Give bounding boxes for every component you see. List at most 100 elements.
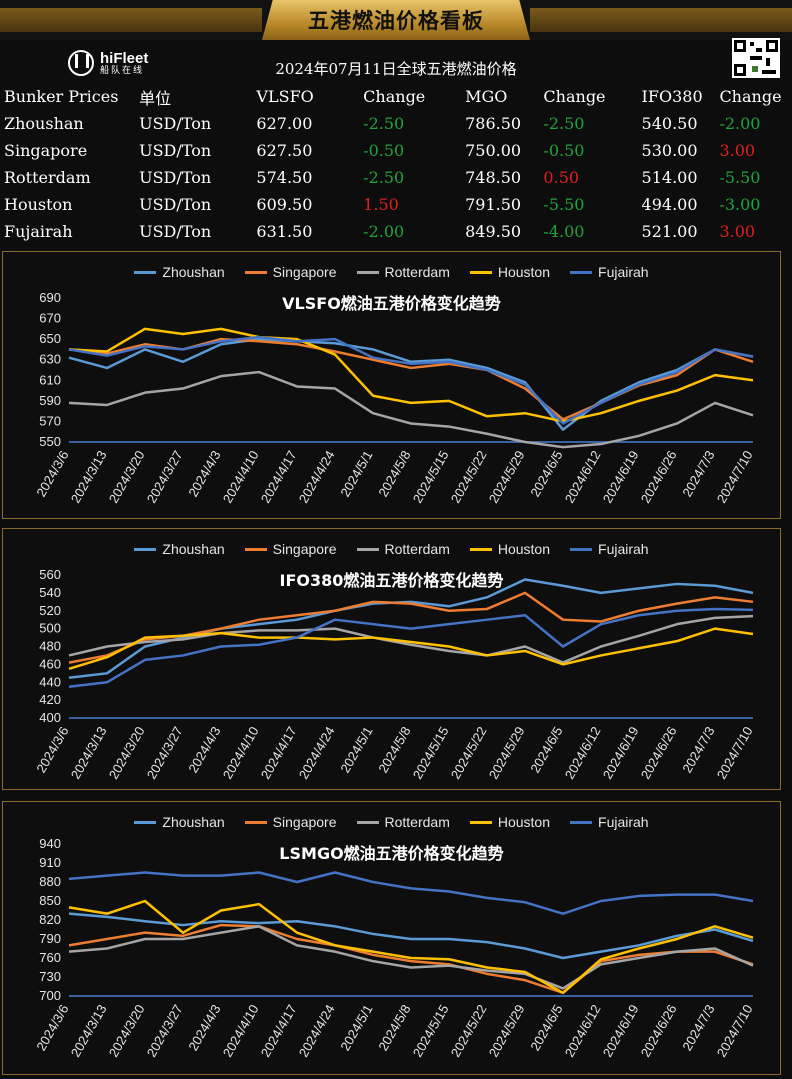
- legend-swatch: [134, 820, 157, 824]
- chart-legend: Zhoushan Singapore Rotterdam Houston Fujaira…: [3, 264, 780, 280]
- cell-vlsfo-chg: -0.50: [363, 141, 405, 160]
- table-row: Singapore USD/Ton 627.50 -0.50 750.00 -0.50 53…: [0, 137, 792, 164]
- cell-ifo-chg: 3.00: [719, 222, 756, 241]
- x-tick-label: 2024/4/10: [220, 448, 262, 506]
- hifleet-logo-icon: [68, 50, 94, 76]
- vlsfo-chart: 550 570 590 610 630 650 670 690 2024/3/62024/3/1…: [33, 290, 755, 506]
- x-tick-label: 2024/7/10: [714, 1002, 756, 1060]
- x-tick-label: 2024/5/29: [486, 448, 528, 506]
- x-tick-label: 2024/3/13: [68, 1002, 110, 1060]
- cell-ifo-chg: -3.00: [719, 195, 761, 214]
- table-row: Zhoushan USD/Ton 627.00 -2.50 786.50 -2.50 540…: [0, 110, 792, 137]
- date-title: 2024年07月11日全球五港燃油价格: [275, 60, 517, 78]
- y-tick-label: 820: [39, 912, 61, 927]
- cell-ifo-chg: -2.00: [719, 114, 761, 133]
- legend-label: Singapore: [272, 264, 337, 280]
- x-tick-label: 2024/6/26: [638, 1002, 680, 1060]
- x-tick-label: 2024/7/3: [679, 1002, 717, 1053]
- x-tick-label: 2024/5/29: [486, 724, 528, 782]
- cell-vlsfo-chg: -2.50: [363, 168, 405, 187]
- x-tick-label: 2024/3/13: [68, 724, 110, 782]
- y-tick-label: 500: [39, 621, 61, 636]
- y-tick-label: 790: [39, 931, 61, 946]
- x-tick-label: 2024/4/10: [220, 724, 262, 782]
- col-header: Change: [363, 87, 426, 106]
- legend-item: Fujairah: [570, 814, 649, 830]
- logo-brand: hiFleet: [100, 49, 149, 67]
- x-tick-label: 2024/6/12: [562, 1002, 604, 1060]
- y-tick-label: 630: [39, 352, 61, 367]
- table-header-row: Bunker Prices 单位 VLSFO Change MGO Change…: [0, 83, 792, 110]
- series-line-zhoushan: [68, 912, 754, 960]
- legend-label: Singapore: [272, 814, 337, 830]
- legend-label: Houston: [497, 541, 551, 557]
- table-row: Fujairah USD/Ton 631.50 -2.00 849.50 -4.00 521…: [0, 218, 792, 245]
- legend-item: Rotterdam: [356, 264, 450, 280]
- x-tick-label: 2024/6/12: [562, 724, 604, 782]
- table-row: Rotterdam USD/Ton 574.50 -2.50 748.50 0.50 514…: [0, 164, 792, 191]
- legend-item: Singapore: [244, 814, 337, 830]
- legend-item: Houston: [469, 814, 551, 830]
- legend-item: Fujairah: [570, 264, 649, 280]
- lsmgo-chart-panel: Zhoushan Singapore Rotterdam Houston Fujaira…: [2, 801, 781, 1075]
- legend-label: Zhoushan: [162, 541, 225, 557]
- x-tick-label: 2024/4/17: [258, 724, 300, 782]
- page-title: 五港燃油价格看板: [308, 9, 484, 33]
- y-tick-label: 460: [39, 656, 61, 671]
- ifo380-chart: 4004204404604805005205405602024/3/62024/…: [33, 567, 755, 782]
- y-tick-label: 480: [39, 639, 61, 654]
- y-tick-label: 940: [39, 836, 61, 851]
- x-tick-label: 2024/6/5: [527, 724, 565, 775]
- cell-ifo: 540.50: [641, 114, 698, 133]
- legend-swatch: [469, 820, 492, 824]
- cell-unit: USD/Ton: [139, 114, 212, 133]
- legend-swatch: [244, 547, 267, 551]
- header-banner: 五港燃油价格看板: [0, 0, 792, 40]
- y-tick-label: 520: [39, 603, 61, 618]
- cell-vlsfo-chg: -2.00: [363, 222, 405, 241]
- cell-ifo: 514.00: [641, 168, 698, 187]
- cell-mgo-chg: -4.00: [543, 222, 585, 241]
- lsmgo-chart: 7007307607908208508809109402024/3/62024/…: [33, 836, 756, 1060]
- series-line-rotterdam: [68, 925, 754, 990]
- cell-vlsfo: 627.00: [256, 114, 313, 133]
- x-tick-label: 2024/3/27: [144, 448, 186, 506]
- y-tick-label: 540: [39, 585, 61, 600]
- legend-swatch: [570, 820, 593, 824]
- legend-item: Houston: [469, 541, 551, 557]
- chart-legend: Zhoushan Singapore Rotterdam Houston Fujaira…: [3, 814, 780, 830]
- y-tick-label: 590: [39, 393, 61, 408]
- x-tick-label: 2024/6/26: [638, 724, 680, 782]
- y-tick-label: 730: [39, 969, 61, 984]
- legend-swatch: [356, 547, 379, 551]
- x-tick-label: 2024/4/24: [296, 724, 338, 782]
- cell-vlsfo: 627.50: [256, 141, 313, 160]
- col-header: Bunker Prices: [4, 87, 119, 106]
- series-line-rotterdam: [68, 614, 754, 664]
- series-line-zhoushan: [68, 578, 754, 680]
- legend-item: Rotterdam: [356, 814, 450, 830]
- col-header: VLSFO: [256, 87, 314, 106]
- vlsfo-chart-panel: Zhoushan Singapore Rotterdam Houston Fujaira…: [2, 251, 781, 519]
- cell-port: Rotterdam: [4, 168, 91, 187]
- cell-ifo-chg: 3.00: [719, 141, 756, 160]
- series-line-houston: [68, 627, 754, 671]
- logo-sub: 船队在线: [100, 65, 145, 76]
- x-tick-label: 2024/4/24: [296, 1002, 338, 1060]
- cell-vlsfo: 574.50: [256, 168, 313, 187]
- legend-swatch: [244, 270, 267, 274]
- table-row: Houston USD/Ton 609.50 1.50 791.50 -5.50 494.0…: [0, 191, 792, 218]
- cell-port: Fujairah: [4, 222, 73, 241]
- cell-unit: USD/Ton: [139, 195, 212, 214]
- chart-title: VLSFO燃油五港价格变化趋势: [282, 294, 501, 313]
- y-tick-label: 670: [39, 311, 61, 326]
- y-tick-label: 760: [39, 950, 61, 965]
- y-tick-label: 910: [39, 855, 61, 870]
- legend-label: Rotterdam: [384, 264, 450, 280]
- x-tick-label: 2024/5/8: [375, 448, 413, 499]
- col-header: Change: [719, 87, 782, 106]
- cell-mgo: 786.50: [465, 114, 522, 133]
- y-tick-label: 400: [39, 710, 61, 725]
- legend-label: Houston: [497, 814, 551, 830]
- col-header: IFO380: [641, 87, 703, 106]
